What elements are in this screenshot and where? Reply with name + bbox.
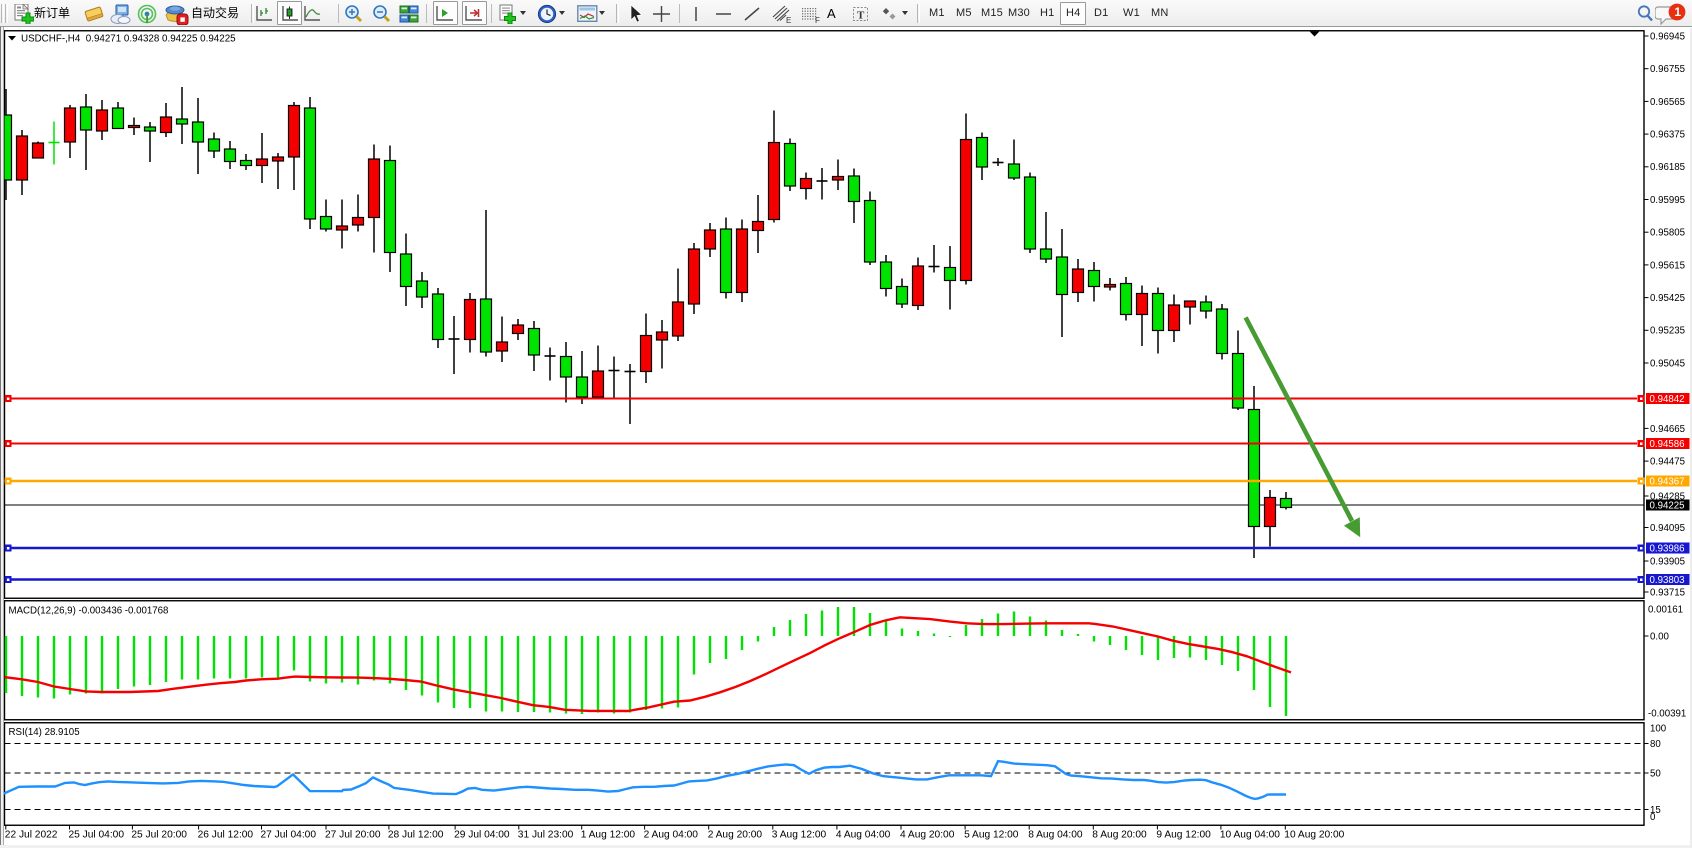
svg-text:3 Aug 12:00: 3 Aug 12:00	[772, 829, 827, 840]
svg-text:10 Aug 20:00: 10 Aug 20:00	[1284, 829, 1344, 840]
svg-text:2 Aug 20:00: 2 Aug 20:00	[708, 829, 763, 840]
svg-text:USDCHF-,H4 0.94271 0.94328 0.: USDCHF-,H4 0.94271 0.94328 0.94225 0.942…	[21, 34, 236, 45]
svg-text:0.93715: 0.93715	[1650, 587, 1685, 598]
svg-text:0.96945: 0.96945	[1650, 31, 1685, 42]
svg-text:1 Aug 12:00: 1 Aug 12:00	[581, 829, 636, 840]
svg-text:28 Jul 12:00: 28 Jul 12:00	[388, 829, 444, 840]
svg-text:100: 100	[1650, 723, 1667, 734]
svg-text:0.94225: 0.94225	[1650, 500, 1685, 511]
svg-text:0.95235: 0.95235	[1650, 326, 1685, 337]
svg-text:0.94842: 0.94842	[1650, 394, 1685, 405]
svg-text:27 Jul 20:00: 27 Jul 20:00	[325, 829, 381, 840]
svg-text:E: E	[786, 16, 791, 24]
svg-text:0.93986: 0.93986	[1650, 543, 1685, 554]
svg-text:0.94285: 0.94285	[1650, 491, 1685, 502]
svg-text:0.94475: 0.94475	[1650, 457, 1685, 468]
svg-text:0.96375: 0.96375	[1650, 130, 1685, 141]
svg-text:0.96755: 0.96755	[1650, 64, 1685, 75]
svg-text:0.94367: 0.94367	[1650, 476, 1685, 487]
svg-text:0.94586: 0.94586	[1650, 439, 1685, 450]
svg-text:10 Aug 04:00: 10 Aug 04:00	[1220, 829, 1280, 840]
svg-text:0.93905: 0.93905	[1650, 556, 1685, 567]
svg-text:29 Jul 04:00: 29 Jul 04:00	[454, 829, 510, 840]
svg-text:4 Aug 04:00: 4 Aug 04:00	[836, 829, 891, 840]
svg-text:25 Jul 20:00: 25 Jul 20:00	[131, 829, 187, 840]
svg-text:8 Aug 04:00: 8 Aug 04:00	[1028, 829, 1083, 840]
svg-text:22 Jul 2022: 22 Jul 2022	[5, 829, 58, 840]
svg-text:26 Jul 12:00: 26 Jul 12:00	[198, 829, 254, 840]
svg-text:0.94095: 0.94095	[1650, 523, 1685, 534]
svg-text:8 Aug 20:00: 8 Aug 20:00	[1092, 829, 1147, 840]
svg-text:80: 80	[1650, 739, 1661, 750]
svg-text:0.95995: 0.95995	[1650, 195, 1685, 206]
svg-text:9 Aug 12:00: 9 Aug 12:00	[1156, 829, 1211, 840]
svg-text:0.95805: 0.95805	[1650, 228, 1685, 239]
svg-text:5 Aug 12:00: 5 Aug 12:00	[964, 829, 1019, 840]
svg-text:0.00: 0.00	[1650, 631, 1669, 642]
svg-text:0.95045: 0.95045	[1650, 358, 1685, 369]
svg-text:31 Jul 23:00: 31 Jul 23:00	[518, 829, 574, 840]
svg-text:4 Aug 20:00: 4 Aug 20:00	[900, 829, 955, 840]
svg-text:15: 15	[1650, 805, 1661, 816]
svg-text:MACD(12,26,9) -0.003436 -0.001: MACD(12,26,9) -0.003436 -0.001768	[9, 605, 169, 616]
svg-text:0.95615: 0.95615	[1650, 260, 1685, 271]
svg-text:50: 50	[1650, 768, 1661, 779]
svg-text:RSI(14) 28.9105: RSI(14) 28.9105	[9, 727, 80, 738]
svg-text:0.95425: 0.95425	[1650, 293, 1685, 304]
svg-text:25 Jul 04:00: 25 Jul 04:00	[69, 829, 125, 840]
svg-text:0.93803: 0.93803	[1650, 575, 1685, 586]
svg-text:2 Aug 04:00: 2 Aug 04:00	[644, 829, 699, 840]
svg-text:0.96185: 0.96185	[1650, 162, 1685, 173]
svg-text:0.94665: 0.94665	[1650, 424, 1685, 435]
svg-text:0.00161: 0.00161	[1648, 604, 1683, 615]
svg-text:-0.00391: -0.00391	[1648, 708, 1686, 719]
svg-text:1: 1	[1674, 5, 1681, 19]
svg-text:F: F	[815, 16, 820, 24]
svg-text:0: 0	[1650, 812, 1656, 823]
svg-text:T: T	[857, 10, 865, 22]
svg-text:0.96565: 0.96565	[1650, 97, 1685, 108]
svg-text:27 Jul 04:00: 27 Jul 04:00	[261, 829, 317, 840]
